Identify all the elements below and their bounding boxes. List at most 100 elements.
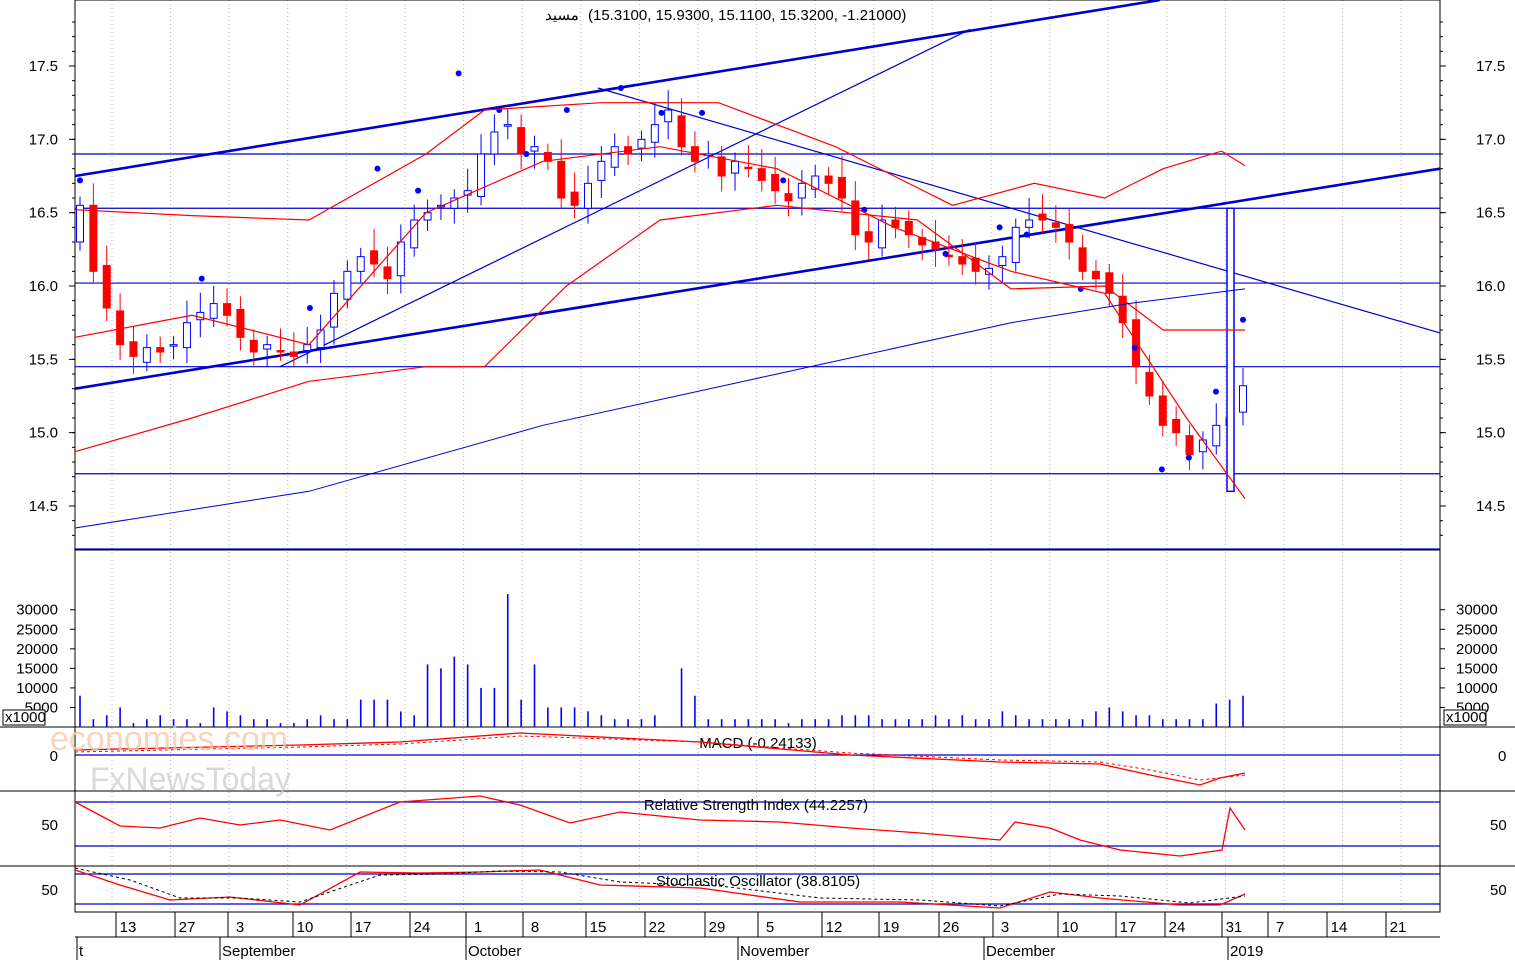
candle-body bbox=[303, 344, 312, 352]
price-tick-label-left: 14.5 bbox=[29, 498, 58, 515]
day-label: 19 bbox=[883, 919, 900, 936]
candle-body bbox=[517, 127, 526, 155]
candle-body bbox=[904, 220, 913, 236]
month-label: t bbox=[79, 943, 84, 960]
sar-dot bbox=[523, 151, 530, 157]
candle-body bbox=[450, 197, 459, 209]
macd-label: MACD (-0.24133) bbox=[699, 735, 817, 752]
trend-line bbox=[279, 28, 971, 368]
candle-body bbox=[1198, 439, 1207, 453]
candle-body bbox=[89, 204, 98, 272]
sar-dot bbox=[455, 70, 462, 77]
stoch-k-line bbox=[74, 869, 1246, 909]
candle-body bbox=[1091, 270, 1100, 280]
moving-average-200 bbox=[74, 288, 1246, 529]
volume-tick-label-left: 30000 bbox=[16, 602, 58, 619]
day-label: 26 bbox=[943, 919, 960, 936]
candle-body bbox=[1105, 272, 1114, 294]
candle-body bbox=[396, 241, 405, 277]
candle-body bbox=[664, 109, 673, 123]
day-label: 13 bbox=[120, 919, 137, 936]
month-label: October bbox=[468, 943, 521, 960]
macd-line bbox=[74, 732, 1246, 786]
price-tick-label-right: 17.0 bbox=[1476, 131, 1505, 148]
candle-body bbox=[583, 182, 592, 209]
volume-tick-label-left: 25000 bbox=[16, 621, 58, 638]
price-tick-label-left: 17.0 bbox=[29, 131, 58, 148]
sar-dot bbox=[780, 177, 787, 184]
candle-body bbox=[1158, 395, 1167, 426]
day-label: 1 bbox=[474, 919, 482, 936]
candle-body bbox=[182, 322, 191, 349]
candle-body bbox=[276, 350, 285, 353]
candle-body bbox=[1051, 222, 1060, 228]
candle-body bbox=[1226, 207, 1235, 493]
candle-body bbox=[530, 146, 539, 152]
day-label: 27 bbox=[179, 919, 196, 936]
sar-dot bbox=[1023, 231, 1030, 238]
rsi-label: Relative Strength Index (44.2257) bbox=[644, 797, 868, 814]
sar-dot bbox=[996, 224, 1003, 231]
candle-body bbox=[249, 339, 258, 353]
price-tick-label-right: 17.5 bbox=[1476, 58, 1505, 75]
trend-line bbox=[597, 87, 1441, 334]
volume-tick-label-left: 20000 bbox=[16, 641, 58, 658]
day-label: 7 bbox=[1276, 919, 1284, 936]
candle-body bbox=[223, 303, 232, 316]
price-tick-label-left: 17.5 bbox=[29, 58, 58, 75]
candle-body bbox=[383, 266, 392, 280]
volume-tick-label-right: 30000 bbox=[1456, 602, 1498, 619]
day-label: 17 bbox=[1120, 919, 1137, 936]
sar-dot bbox=[942, 250, 949, 257]
month-label: November bbox=[740, 943, 809, 960]
candle-body bbox=[289, 351, 298, 357]
sar-dot bbox=[1240, 316, 1246, 323]
sar-dot bbox=[77, 177, 83, 184]
volume-tick-label-right: 10000 bbox=[1456, 680, 1498, 697]
trend-line bbox=[74, 0, 1161, 178]
macd-tick-left: 0 bbox=[50, 748, 58, 765]
candle-body bbox=[878, 219, 887, 249]
candle-body bbox=[744, 166, 753, 170]
stoch-tick-right: 50 bbox=[1490, 882, 1507, 899]
stoch-tick-left: 50 bbox=[41, 882, 58, 899]
sar-dot bbox=[198, 275, 205, 282]
price-tick-label-left: 15.5 bbox=[29, 351, 58, 368]
candle-body bbox=[1212, 424, 1221, 447]
candle-body bbox=[650, 124, 659, 143]
volume-tick-label-left: 15000 bbox=[16, 660, 58, 677]
month-label: 2019 bbox=[1230, 943, 1263, 960]
day-label: 31 bbox=[1226, 919, 1243, 936]
candle-body bbox=[1172, 418, 1181, 434]
sar-dot bbox=[1185, 454, 1192, 461]
candle-body bbox=[316, 329, 325, 349]
candle-body bbox=[931, 241, 940, 250]
day-label: 14 bbox=[1331, 919, 1348, 936]
candle-body bbox=[1132, 319, 1141, 368]
rsi-tick-left: 50 bbox=[41, 817, 58, 834]
candle-body bbox=[329, 292, 338, 328]
price-tick-label-right: 14.5 bbox=[1476, 498, 1505, 515]
candle-body bbox=[824, 175, 833, 184]
candle-body bbox=[1145, 372, 1154, 397]
sar-dot bbox=[658, 109, 665, 116]
day-label: 3 bbox=[236, 919, 244, 936]
rsi-tick-right: 50 bbox=[1490, 817, 1507, 834]
price-tick-label-left: 16.0 bbox=[29, 278, 58, 295]
day-label: 21 bbox=[1390, 919, 1407, 936]
sar-dot bbox=[1158, 466, 1165, 473]
candle-body bbox=[156, 347, 165, 353]
rsi-line bbox=[74, 795, 1246, 857]
sar-dot bbox=[699, 109, 706, 116]
day-label: 3 bbox=[1001, 919, 1009, 936]
sar-dot bbox=[306, 305, 313, 311]
candle-body bbox=[209, 303, 218, 319]
candle-body bbox=[958, 256, 967, 265]
candle-body bbox=[503, 124, 512, 127]
candle-body bbox=[784, 193, 793, 202]
candle-body bbox=[717, 156, 726, 177]
volume-tick-label-right: 25000 bbox=[1456, 621, 1498, 638]
candle-body bbox=[837, 176, 846, 199]
price-tick-label-right: 15.0 bbox=[1476, 425, 1505, 442]
candle-body bbox=[637, 138, 646, 149]
